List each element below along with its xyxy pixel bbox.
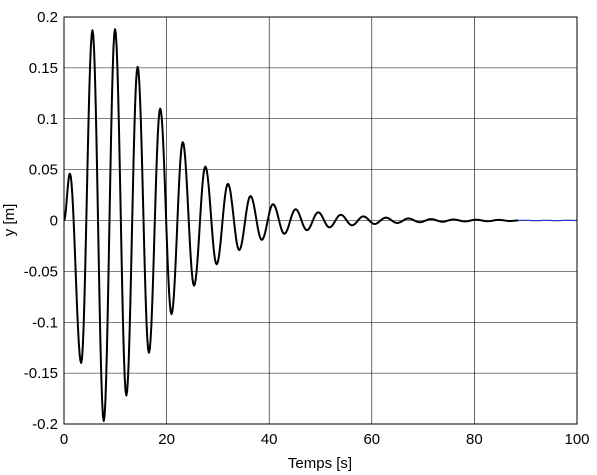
- y-tick-label: 0.2: [37, 9, 58, 26]
- x-tick-label: 40: [261, 431, 278, 448]
- y-tick-label: -0.2: [32, 416, 58, 433]
- y-tick-label: 0: [50, 213, 58, 230]
- grid: [64, 17, 577, 424]
- x-tick-label: 100: [564, 431, 589, 448]
- x-tick-label: 0: [60, 431, 68, 448]
- x-tick-label: 60: [363, 431, 380, 448]
- series-line-1: [63, 28, 519, 422]
- y-tick-label: 0.1: [37, 111, 58, 128]
- series-layer: [63, 28, 577, 422]
- y-tick-label: 0.15: [29, 60, 58, 77]
- x-tick-label: 20: [158, 431, 175, 448]
- x-tick-label: 80: [466, 431, 483, 448]
- y-tick-label: -0.15: [24, 365, 58, 382]
- y-axis-label: y [m]: [1, 204, 18, 237]
- x-axis-label: Temps [s]: [288, 455, 352, 472]
- y-tick-label: 0.05: [29, 162, 58, 179]
- ticks: 0 20 40 60 80 100 0.2 0.15 0.1 0.05 0 -0.05 -0.1 -0.1…: [24, 9, 590, 448]
- plot-frame: [63, 16, 578, 425]
- y-tick-label: -0.05: [24, 263, 58, 280]
- y-tick-label: -0.1: [32, 314, 58, 331]
